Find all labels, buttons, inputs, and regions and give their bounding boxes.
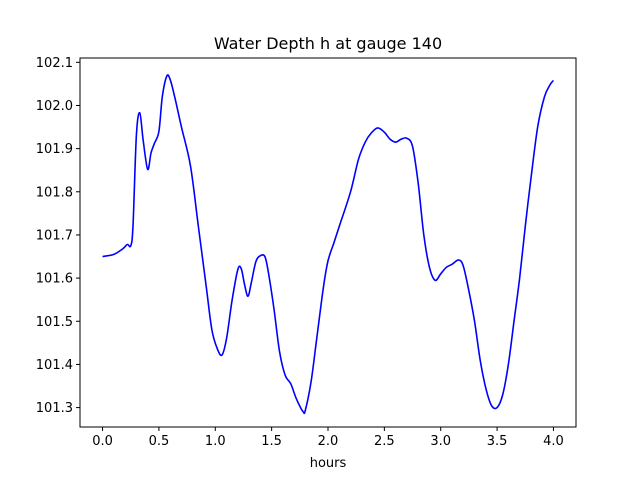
y-tick-label: 101.4 xyxy=(36,358,73,373)
x-tick-label: 4.0 xyxy=(543,434,564,449)
x-tick-label: 2.0 xyxy=(318,434,339,449)
plot-area-frame xyxy=(79,57,577,428)
x-axis-ticks: 0.0 0.5 1.0 1.5 2.0 2.5 3.0 3.5 4.0 xyxy=(92,427,564,449)
series-layer xyxy=(102,74,555,415)
y-tick-label: 101.6 xyxy=(36,272,73,287)
y-axis-ticks: 101.3 101.4 101.5 101.6 101.7 101.8 101.9 102.0… xyxy=(36,56,80,416)
x-tick-label: 3.0 xyxy=(430,434,451,449)
y-tick-label: 101.5 xyxy=(36,315,73,330)
x-tick-label: 0.0 xyxy=(92,434,113,449)
y-tick-label: 101.9 xyxy=(36,142,73,157)
x-tick-label: 0.5 xyxy=(149,434,170,449)
y-tick-label: 102.1 xyxy=(36,56,73,71)
y-tick-label: 101.8 xyxy=(36,185,73,200)
x-axis-label: hours xyxy=(310,456,347,471)
x-tick-label: 1.0 xyxy=(205,434,226,449)
x-tick-label: 3.5 xyxy=(487,434,508,449)
y-tick-label: 101.3 xyxy=(36,401,73,416)
series-line-h xyxy=(102,74,555,415)
y-tick-label: 102.0 xyxy=(36,99,73,114)
chart-title: Water Depth h at gauge 140 xyxy=(214,34,442,53)
x-tick-label: 2.5 xyxy=(374,434,395,449)
x-tick-label: 1.5 xyxy=(261,434,282,449)
y-tick-label: 101.7 xyxy=(36,228,73,243)
